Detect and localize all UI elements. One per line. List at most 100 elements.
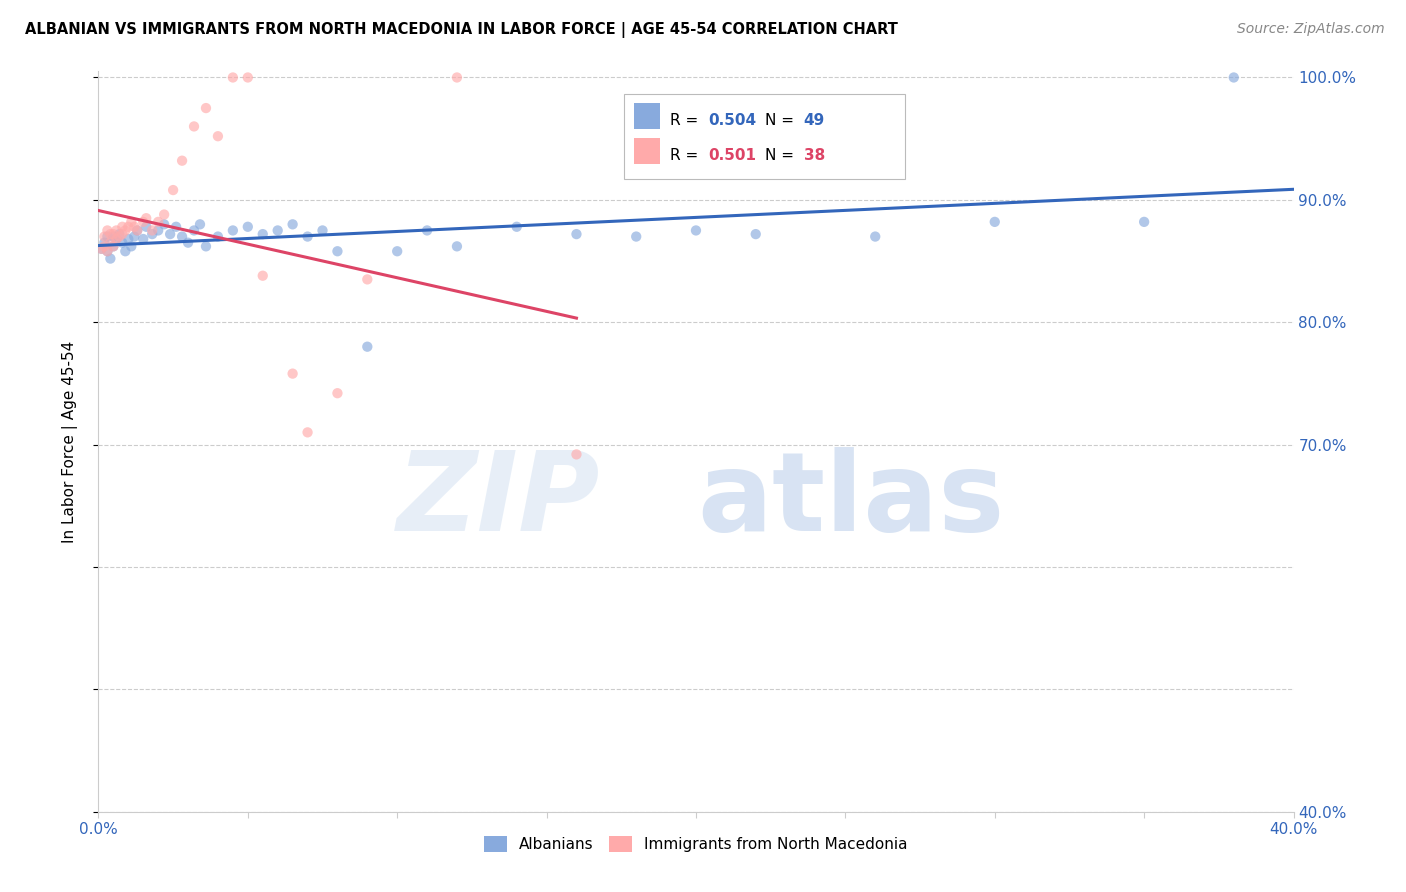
- Point: [326, 244, 349, 259]
- Point: [120, 215, 142, 229]
- Point: [108, 227, 131, 241]
- Point: [281, 217, 304, 231]
- Point: [446, 239, 468, 253]
- Point: [311, 223, 333, 237]
- Point: [93, 235, 115, 250]
- Text: R =: R =: [669, 113, 703, 128]
- Point: [565, 227, 588, 241]
- Point: [188, 217, 211, 231]
- Point: [446, 70, 468, 85]
- Point: [565, 447, 588, 461]
- Point: [111, 235, 134, 250]
- Point: [120, 239, 142, 253]
- Point: [124, 229, 146, 244]
- Point: [127, 223, 149, 237]
- Point: [105, 232, 128, 246]
- Point: [162, 183, 184, 197]
- Point: [236, 219, 259, 234]
- Point: [177, 235, 200, 250]
- Point: [153, 217, 176, 231]
- Point: [326, 386, 349, 401]
- Point: [105, 223, 128, 237]
- Text: ALBANIAN VS IMMIGRANTS FROM NORTH MACEDONIA IN LABOR FORCE | AGE 45-54 CORRELATI: ALBANIAN VS IMMIGRANTS FROM NORTH MACEDO…: [25, 22, 898, 38]
- Point: [141, 227, 163, 241]
- Point: [183, 120, 205, 134]
- Point: [141, 223, 163, 237]
- Text: 38: 38: [804, 147, 825, 162]
- Point: [385, 244, 409, 259]
- Point: [96, 244, 118, 259]
- Text: 49: 49: [804, 113, 825, 128]
- Point: [98, 252, 122, 266]
- Point: [132, 232, 155, 246]
- Point: [183, 223, 205, 237]
- FancyBboxPatch shape: [634, 103, 661, 129]
- Point: [103, 227, 125, 241]
- Point: [626, 229, 648, 244]
- Point: [1133, 215, 1156, 229]
- Y-axis label: In Labor Force | Age 45-54: In Labor Force | Age 45-54: [62, 341, 77, 542]
- Point: [356, 272, 378, 286]
- Text: 0.504: 0.504: [709, 113, 756, 128]
- Point: [93, 229, 115, 244]
- FancyBboxPatch shape: [634, 138, 661, 164]
- Point: [865, 229, 887, 244]
- Text: N =: N =: [765, 113, 799, 128]
- Point: [165, 219, 187, 234]
- Point: [93, 239, 115, 253]
- Point: [135, 219, 157, 234]
- Point: [98, 227, 122, 241]
- Point: [148, 215, 170, 229]
- Point: [297, 425, 319, 440]
- Point: [172, 153, 194, 168]
- Point: [685, 223, 707, 237]
- Point: [103, 239, 125, 253]
- Point: [416, 223, 439, 237]
- Point: [159, 227, 181, 241]
- Point: [506, 219, 529, 234]
- Legend: Albanians, Immigrants from North Macedonia: Albanians, Immigrants from North Macedon…: [477, 829, 915, 860]
- Point: [195, 239, 218, 253]
- Point: [252, 227, 274, 241]
- Point: [195, 101, 218, 115]
- Point: [90, 242, 112, 256]
- Point: [281, 367, 304, 381]
- Point: [103, 239, 125, 253]
- Point: [117, 232, 139, 246]
- Point: [207, 129, 229, 144]
- Point: [153, 208, 176, 222]
- Point: [114, 244, 136, 259]
- Point: [108, 229, 131, 244]
- Point: [222, 223, 245, 237]
- Point: [172, 229, 194, 244]
- Point: [984, 215, 1007, 229]
- Point: [96, 229, 118, 244]
- Point: [356, 340, 378, 354]
- FancyBboxPatch shape: [624, 94, 905, 178]
- Point: [111, 227, 134, 241]
- Point: [127, 223, 149, 237]
- Point: [132, 215, 155, 229]
- Point: [745, 227, 768, 241]
- Text: 0.501: 0.501: [709, 147, 756, 162]
- Point: [96, 223, 118, 237]
- Text: atlas: atlas: [697, 447, 1005, 554]
- Text: R =: R =: [669, 147, 707, 162]
- Point: [111, 219, 134, 234]
- Point: [148, 223, 170, 237]
- Point: [135, 211, 157, 226]
- Point: [90, 242, 112, 256]
- Point: [114, 223, 136, 237]
- Point: [103, 229, 125, 244]
- Point: [252, 268, 274, 283]
- Point: [207, 229, 229, 244]
- Text: N =: N =: [765, 147, 799, 162]
- Text: Source: ZipAtlas.com: Source: ZipAtlas.com: [1237, 22, 1385, 37]
- Point: [236, 70, 259, 85]
- Text: ZIP: ZIP: [396, 447, 600, 554]
- Point: [98, 235, 122, 250]
- Point: [117, 219, 139, 234]
- Point: [96, 244, 118, 259]
- Point: [222, 70, 245, 85]
- Point: [105, 232, 128, 246]
